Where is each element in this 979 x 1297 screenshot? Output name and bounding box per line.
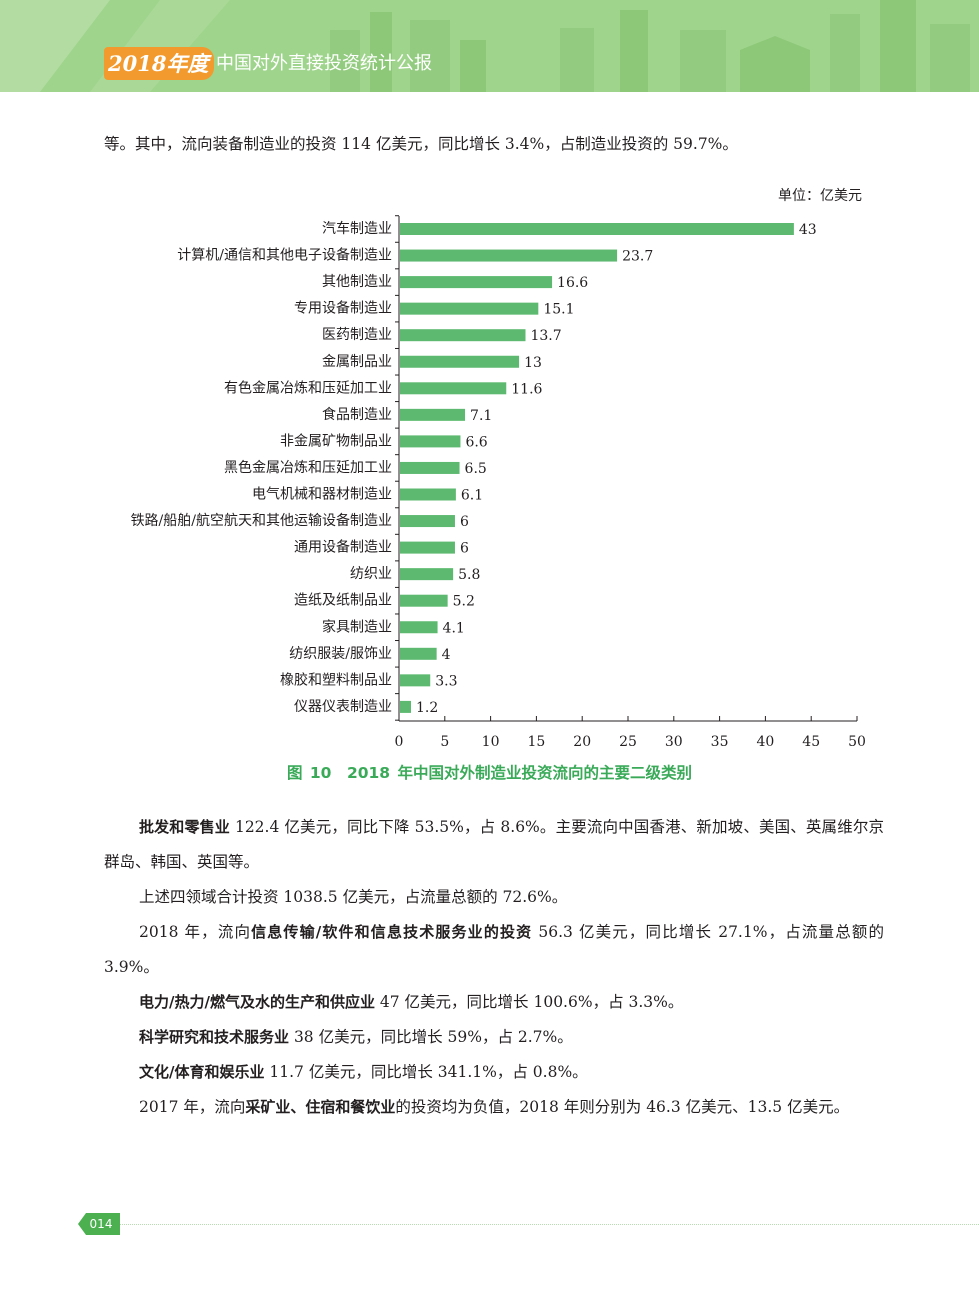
x-tick-label: 35 (711, 734, 729, 750)
paragraph-text: 2017 年，流向 (139, 1098, 246, 1116)
bar-chart: 单位：亿美元 0 5 10 15 20 25 30 35 40 45 50 汽车制造业 43 计算机/通信和… (131, 188, 866, 750)
paragraph-culture-sports: 文化/体育和娱乐业 11.7 亿美元，同比增长 341.1%，占 0.8%。 (104, 1055, 884, 1090)
bar (400, 382, 507, 395)
bar (400, 541, 455, 554)
category-label: 专用设备制造业 (294, 300, 392, 317)
x-tick-label: 15 (527, 734, 545, 750)
bar (400, 461, 460, 474)
page-number: 014 (78, 1213, 120, 1235)
bar (400, 700, 411, 713)
paragraph-four-sectors-total: 上述四领域合计投资 1038.5 亿美元，占流量总额的 72.6%。 (139, 888, 568, 906)
category-label: 计算机/通信和其他电子设备制造业 (177, 247, 392, 264)
report-title: 中国对外直接投资统计公报 (216, 53, 432, 74)
year-badge: 2018年度 (104, 47, 215, 80)
bar (400, 276, 553, 289)
page-header: 2018年度 中国对外直接投资统计公报 (0, 0, 979, 92)
bar (400, 408, 466, 421)
bar-value-label: 16.6 (557, 275, 588, 291)
x-tick-label: 30 (665, 734, 683, 750)
bold-term: 电力/热力/燃气及水的生产和供应业 (139, 993, 375, 1011)
x-tick-label: 10 (482, 734, 500, 750)
category-label: 仪器仪表制造业 (294, 699, 392, 715)
bar-value-label: 11.6 (511, 381, 542, 397)
bar (400, 249, 618, 262)
paragraph-wholesale-retail: 批发和零售业 122.4 亿美元，同比下降 53.5%，占 8.6%。主要流向中… (104, 810, 884, 880)
bar-value-label: 3.3 (435, 673, 457, 689)
paragraph-information-services: 2018 年，流向信息传输/软件和信息技术服务业的投资 56.3 亿美元，同比增… (104, 915, 884, 985)
bar (400, 223, 794, 235)
paragraph-text: 47 亿美元，同比增长 100.6%，占 3.3%。 (374, 993, 684, 1011)
category-label: 有色金属冶炼和压延加工业 (224, 379, 392, 396)
bar-value-label: 13.7 (530, 328, 561, 344)
bold-term: 批发和零售业 (139, 818, 230, 836)
x-tick-label: 5 (440, 734, 449, 750)
bold-term: 采矿业、住宿和餐饮业 (245, 1098, 396, 1116)
category-label: 非金属矿物制品业 (280, 433, 392, 449)
footer-divider (120, 1224, 979, 1225)
paragraph-text: 38 亿美元，同比增长 59%，占 2.7%。 (289, 1028, 573, 1046)
bar-value-label: 6 (460, 541, 469, 557)
paragraph-text: 11.7 亿美元，同比增长 341.1%，占 0.8%。 (264, 1063, 588, 1081)
category-label: 铁路/船舶/航空航天和其他运输设备制造业 (131, 512, 392, 529)
bar-value-label: 15.1 (543, 302, 574, 318)
paragraph-text: 122.4 亿美元，同比下降 53.5%，占 8.6%。主要流向中国香港、新加坡… (104, 818, 884, 871)
paragraph-text: 2018 年，流向 (139, 923, 252, 941)
bar-value-label: 4 (442, 647, 451, 663)
category-label: 汽车制造业 (322, 220, 392, 237)
bar-value-label: 4.1 (443, 620, 465, 636)
category-label: 黑色金属冶炼和压延加工业 (224, 459, 392, 476)
category-label: 医药制造业 (322, 327, 392, 343)
bar-value-label: 23.7 (622, 249, 653, 265)
bar (400, 515, 455, 528)
bar-value-label: 6 (460, 514, 469, 530)
bar (400, 594, 448, 607)
category-label: 橡胶和塑料制品业 (280, 671, 392, 688)
x-tick-label: 50 (848, 734, 866, 750)
x-tick-label: 0 (395, 734, 404, 750)
bar (400, 302, 539, 315)
bold-term: 文化/体育和娱乐业 (139, 1063, 265, 1081)
category-label: 家具制造业 (322, 618, 392, 635)
category-label: 金属制品业 (322, 354, 392, 370)
bar-value-label: 13 (524, 355, 542, 371)
category-label: 纺织服装/服饰业 (289, 646, 392, 662)
bar-value-label: 43 (799, 222, 817, 238)
bar-value-label: 6.5 (465, 461, 487, 477)
paragraph-text: 的投资均为负值，2018 年则分别为 46.3 亿美元、13.5 亿美元。 (395, 1098, 850, 1116)
category-label: 电气机械和器材制造业 (252, 487, 392, 503)
bar (400, 355, 520, 368)
bar (400, 435, 461, 448)
bar (400, 329, 526, 342)
category-label: 造纸及纸制品业 (294, 593, 392, 609)
paragraph-text: 56.3 亿美元，同比增长 27.1%，占流量总额的 3.9%。 (104, 923, 884, 976)
paragraph-scientific-research: 科学研究和技术服务业 38 亿美元，同比增长 59%，占 2.7%。 (104, 1020, 884, 1055)
category-label: 通用设备制造业 (294, 539, 392, 556)
bar (400, 647, 437, 660)
bar-value-label: 5.2 (453, 594, 475, 610)
category-label: 纺织业 (350, 566, 392, 582)
bold-term: 科学研究和技术服务业 (139, 1028, 290, 1046)
bar (400, 488, 456, 501)
paragraph-electricity-supply: 电力/热力/燃气及水的生产和供应业 47 亿美元，同比增长 100.6%，占 3… (104, 985, 884, 1020)
paragraph-mining-hospitality: 2017 年，流向采矿业、住宿和餐饮业的投资均为负值，2018 年则分别为 46… (104, 1090, 884, 1125)
paragraph-equipment-manufacturing: 等。其中，流向装备制造业的投资 114 亿美元，同比增长 3.4%，占制造业投资… (104, 135, 738, 153)
category-label: 其他制造业 (322, 274, 392, 290)
x-tick-label: 40 (756, 734, 774, 750)
bar (400, 621, 438, 634)
bar (400, 568, 454, 581)
bar-value-label: 1.2 (416, 700, 438, 716)
bar-value-label: 7.1 (470, 408, 492, 424)
bar-value-label: 6.1 (461, 488, 483, 504)
bar (400, 674, 431, 687)
x-tick-label: 20 (573, 734, 591, 750)
figure-caption: 图 10 2018 年中国对外制造业投资流向的主要二级类别 (286, 764, 692, 782)
bold-term: 信息传输/软件和信息技术服务业的投资 (251, 923, 533, 941)
bar-value-label: 5.8 (458, 567, 480, 583)
x-tick-label: 25 (619, 734, 637, 750)
chart-unit-label: 单位：亿美元 (778, 188, 862, 204)
bar-value-label: 6.6 (465, 434, 487, 450)
category-label: 食品制造业 (322, 406, 392, 423)
x-tick-label: 45 (802, 734, 820, 750)
